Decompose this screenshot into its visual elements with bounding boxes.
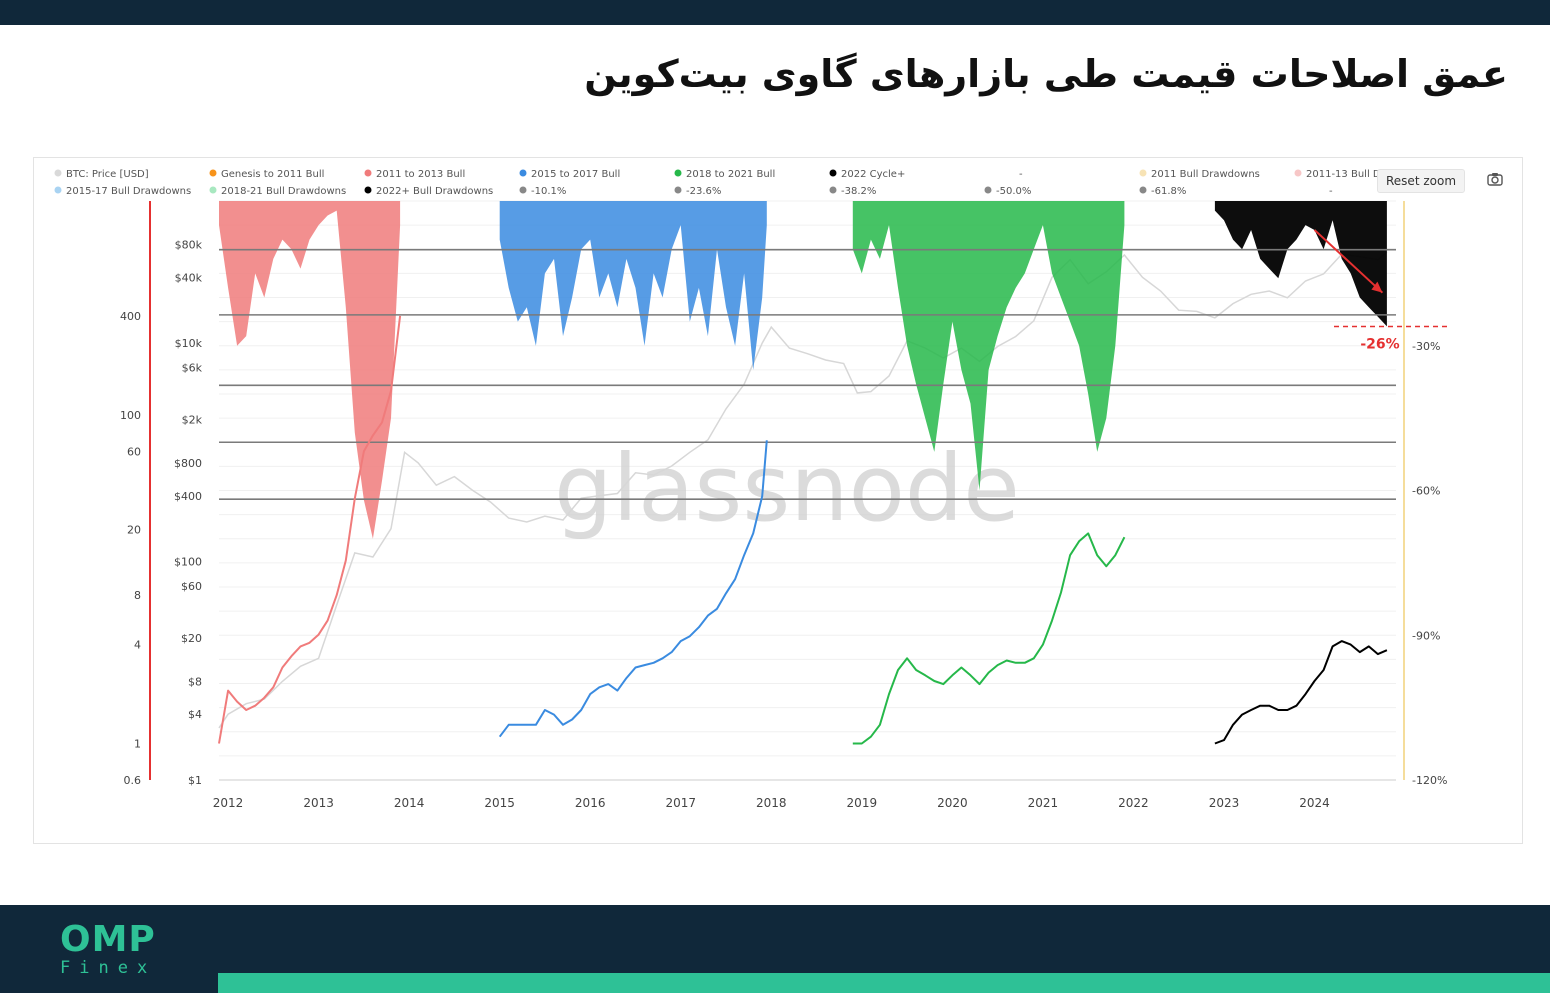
x-tick-label: 2022: [1118, 796, 1149, 810]
drawdown-tick-label: -90%: [1412, 629, 1440, 642]
legend-item: 2015-17 Bull Drawdowns: [66, 186, 191, 197]
legend-marker: [364, 186, 372, 194]
chart-svg: BTC: Price [USD] Genesis to 2011 Bull 2011…: [54, 169, 1449, 810]
x-tick-label: 2015: [484, 796, 515, 810]
legend-marker: [54, 186, 62, 194]
logo-main-text: OMP: [60, 919, 156, 960]
price-tick-label: $40k: [175, 271, 203, 284]
price-tick-label: $10k: [175, 337, 203, 350]
legend-item: -61.8%: [1151, 186, 1186, 197]
roi-tick-label: 0.6: [124, 774, 142, 787]
legend-marker: [674, 186, 682, 194]
price-tick-label: $1: [188, 774, 202, 787]
x-tick-label: 2017: [665, 796, 696, 810]
price-tick-label: $4: [188, 708, 202, 721]
legend-item: 2018 to 2021 Bull: [686, 169, 775, 180]
legend-marker: [209, 169, 217, 177]
legend-item: -38.2%: [841, 186, 876, 197]
price-tick-label: $80k: [175, 238, 203, 251]
legend-item: -: [1329, 186, 1333, 197]
legend-marker: [674, 169, 682, 177]
footer-accent-strip: [218, 973, 1550, 993]
legend-marker: [1139, 186, 1147, 194]
roi-tick-label: 60: [127, 445, 141, 458]
legend-marker: [209, 186, 217, 194]
x-tick-label: 2023: [1209, 796, 1240, 810]
legend-marker: [519, 169, 527, 177]
brand-logo: OMP Finex: [60, 920, 180, 982]
legend-item: 2011-13 Bull Dr: [1306, 169, 1386, 180]
roi-tick-label: 4: [134, 639, 141, 652]
legend-item: -50.0%: [996, 186, 1031, 197]
x-tick-label: 2020: [937, 796, 968, 810]
roi-series-line: [218, 315, 402, 744]
chart-card: BTC: Price [USD] Genesis to 2011 Bull 2011…: [33, 157, 1523, 844]
reset-zoom-button[interactable]: Reset zoom: [1377, 169, 1466, 193]
roi-tick-label: 400: [120, 310, 141, 323]
legend-item: -: [1019, 169, 1023, 180]
price-tick-label: $20: [181, 632, 202, 645]
roi-series-line: [1214, 640, 1388, 745]
annotation-arrow-head: [1371, 281, 1383, 293]
drawdown-area: [1214, 201, 1387, 327]
legend-item: BTC: Price [USD]: [66, 169, 149, 180]
price-tick-label: $6k: [182, 361, 203, 374]
legend-marker: [54, 169, 62, 177]
legend-marker: [364, 169, 372, 177]
legend-item: 2011 Bull Drawdowns: [1151, 169, 1260, 180]
watermark: glassnode: [554, 435, 1020, 542]
legend-item: 2018-21 Bull Drawdowns: [221, 186, 346, 197]
drawdown-area: [852, 201, 1125, 491]
legend-item: 2022+ Bull Drawdowns: [376, 186, 493, 197]
roi-series-line: [852, 532, 1126, 745]
legend-item: -10.1%: [531, 186, 566, 197]
page-title: عمق اصلاحات قیمت طی بازارهای گاوی بیت‌کو…: [584, 52, 1508, 96]
x-tick-label: 2012: [213, 796, 244, 810]
legend-marker: [1139, 169, 1147, 177]
price-tick-label: $8: [188, 675, 202, 688]
x-tick-label: 2019: [847, 796, 878, 810]
roi-tick-label: 8: [134, 589, 141, 602]
roi-tick-label: 20: [127, 524, 141, 537]
roi-series-line: [498, 440, 768, 738]
x-tick-label: 2016: [575, 796, 606, 810]
price-tick-label: $800: [174, 457, 202, 470]
drawdown-tick-label: -60%: [1412, 485, 1440, 498]
drawdown-area: [499, 201, 767, 370]
x-tick-label: 2018: [756, 796, 787, 810]
legend-marker: [829, 169, 837, 177]
price-history-line: [218, 251, 1388, 729]
logo-sub-text: Finex: [60, 958, 157, 978]
legend-marker: [519, 186, 527, 194]
drawdown-tick-label: -120%: [1412, 774, 1447, 787]
annotation-arrow-line: [1313, 229, 1384, 294]
legend-item: Genesis to 2011 Bull: [221, 169, 324, 180]
x-tick-label: 2013: [303, 796, 334, 810]
price-tick-label: $60: [181, 580, 202, 593]
roi-tick-label: 1: [134, 738, 141, 751]
drawdown-tick-label: -30%: [1412, 340, 1440, 353]
legend-marker: [829, 186, 837, 194]
legend-marker: [1294, 169, 1302, 177]
legend-item: -23.6%: [686, 186, 721, 197]
x-tick-label: 2021: [1028, 796, 1059, 810]
price-tick-label: $400: [174, 490, 202, 503]
price-tick-label: $100: [174, 556, 202, 569]
annotation-label: -26%: [1360, 336, 1399, 352]
price-tick-label: $2k: [182, 413, 203, 426]
legend-item: 2022 Cycle+: [841, 169, 905, 180]
x-tick-label: 2014: [394, 796, 425, 810]
legend-marker: [984, 186, 992, 194]
top-bar: [0, 0, 1550, 25]
x-tick-label: 2024: [1299, 796, 1330, 810]
roi-tick-label: 100: [120, 409, 141, 422]
camera-icon[interactable]: [1486, 170, 1504, 188]
drawdown-area: [219, 201, 401, 539]
legend-item: 2015 to 2017 Bull: [531, 169, 620, 180]
legend-item: 2011 to 2013 Bull: [376, 169, 465, 180]
